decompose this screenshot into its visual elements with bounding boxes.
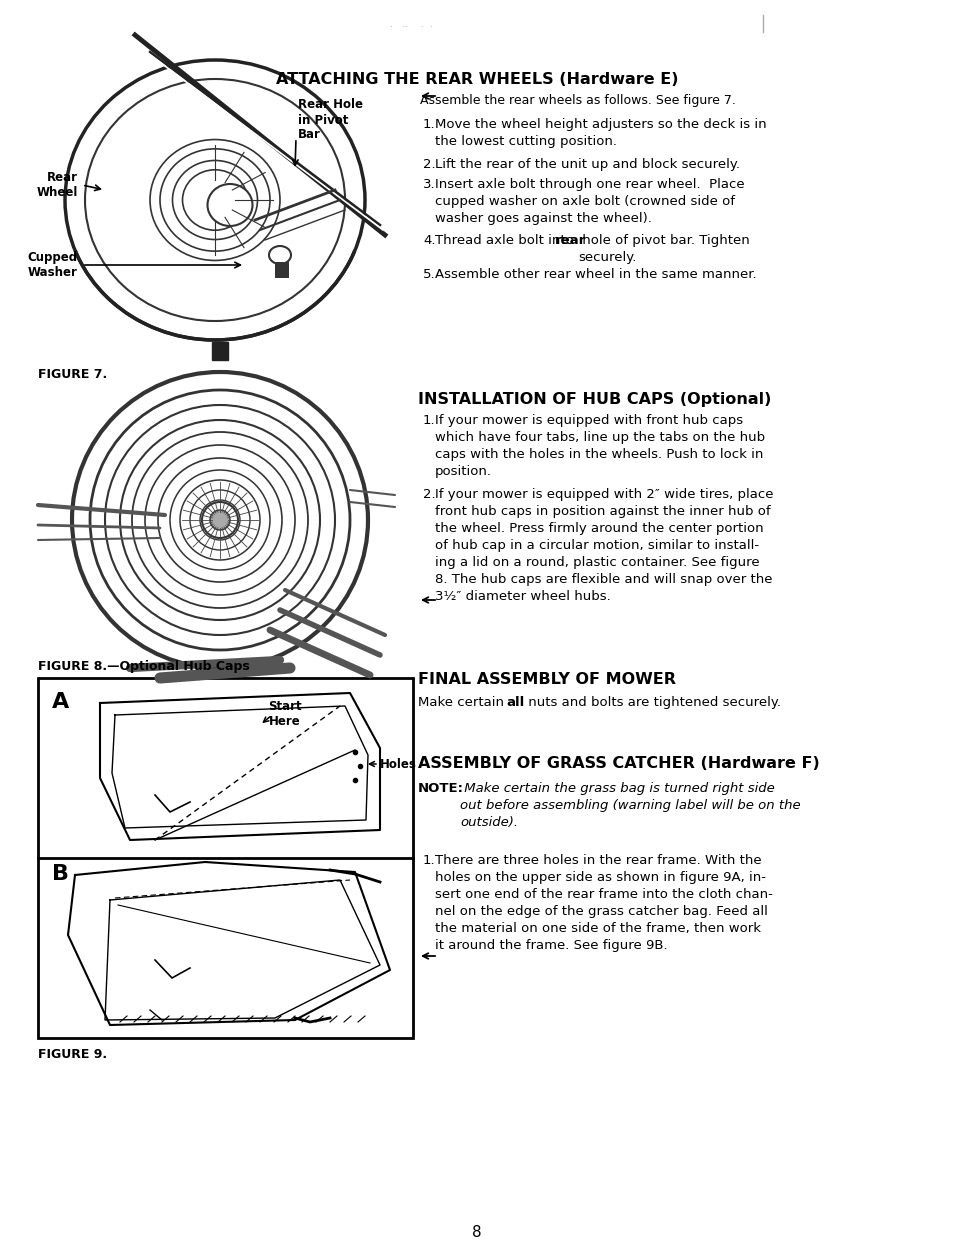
Text: nuts and bolts are tightened securely.: nuts and bolts are tightened securely. (523, 697, 781, 709)
Text: FINAL ASSEMBLY OF MOWER: FINAL ASSEMBLY OF MOWER (417, 672, 676, 687)
Text: 3.: 3. (422, 178, 436, 191)
Text: rear: rear (555, 234, 586, 247)
Text: If your mower is equipped with 2″ wide tires, place
front hub caps in position a: If your mower is equipped with 2″ wide t… (435, 488, 773, 603)
Text: NOTE:: NOTE: (417, 782, 463, 795)
Bar (38, 678, 413, 1038)
Text: Start
Here: Start Here (268, 700, 301, 728)
Text: all: all (505, 697, 524, 709)
Circle shape (202, 502, 237, 538)
Ellipse shape (208, 184, 253, 226)
Ellipse shape (269, 245, 291, 264)
Text: Make certain: Make certain (417, 697, 508, 709)
Text: Rear
Wheel: Rear Wheel (36, 171, 78, 199)
Text: 8: 8 (472, 1225, 481, 1240)
Text: 2.: 2. (422, 488, 436, 501)
Circle shape (210, 510, 230, 530)
Text: If your mower is equipped with front hub caps
which have four tabs, line up the : If your mower is equipped with front hub… (435, 414, 764, 478)
Text: Thread axle bolt into: Thread axle bolt into (435, 234, 578, 247)
Bar (212, 341, 228, 360)
Text: 1.: 1. (422, 118, 436, 131)
Text: There are three holes in the rear frame. With the
holes on the upper side as sho: There are three holes in the rear frame.… (435, 854, 772, 952)
Text: ASSEMBLY OF GRASS CATCHER (Hardware F): ASSEMBLY OF GRASS CATCHER (Hardware F) (417, 756, 819, 771)
Text: Rear Hole
in Pivot
Bar: Rear Hole in Pivot Bar (297, 98, 363, 142)
Text: FIGURE 9.: FIGURE 9. (38, 1048, 107, 1062)
Polygon shape (68, 862, 390, 1025)
Text: Assemble other rear wheel in the same manner.: Assemble other rear wheel in the same ma… (435, 268, 756, 282)
Text: Lift the rear of the unit up and block securely.: Lift the rear of the unit up and block s… (435, 158, 740, 171)
Polygon shape (100, 693, 379, 840)
Text: A: A (52, 692, 70, 711)
Text: Make certain the grass bag is turned right side
out before assembling (warning l: Make certain the grass bag is turned rig… (459, 782, 800, 829)
Text: Holes: Holes (379, 758, 416, 770)
Text: ATTACHING THE REAR WHEELS (Hardware E): ATTACHING THE REAR WHEELS (Hardware E) (275, 72, 678, 87)
Text: INSTALLATION OF HUB CAPS (Optional): INSTALLATION OF HUB CAPS (Optional) (417, 392, 771, 407)
Text: 4.: 4. (422, 234, 435, 247)
Text: 1.: 1. (422, 854, 436, 867)
Text: 5.: 5. (422, 268, 436, 282)
Text: B: B (52, 863, 69, 883)
Text: Assemble the rear wheels as follows. See figure 7.: Assemble the rear wheels as follows. See… (419, 93, 735, 107)
Text: Insert axle bolt through one rear wheel.  Place
cupped washer on axle bolt (crow: Insert axle bolt through one rear wheel.… (435, 178, 744, 226)
Text: hole of pivot bar. Tighten
securely.: hole of pivot bar. Tighten securely. (578, 234, 749, 264)
Text: FIGURE 8.—Optional Hub Caps: FIGURE 8.—Optional Hub Caps (38, 660, 250, 673)
Text: Cupped
Washer: Cupped Washer (28, 250, 78, 279)
Text: ·   ··    ·  ·: · ·· · · (390, 22, 433, 32)
Bar (274, 262, 289, 278)
Text: 2.: 2. (422, 158, 436, 171)
Text: Move the wheel height adjusters so the deck is in
the lowest cutting position.: Move the wheel height adjusters so the d… (435, 118, 766, 148)
Text: FIGURE 7.: FIGURE 7. (38, 368, 107, 381)
Text: 1.: 1. (422, 414, 436, 427)
